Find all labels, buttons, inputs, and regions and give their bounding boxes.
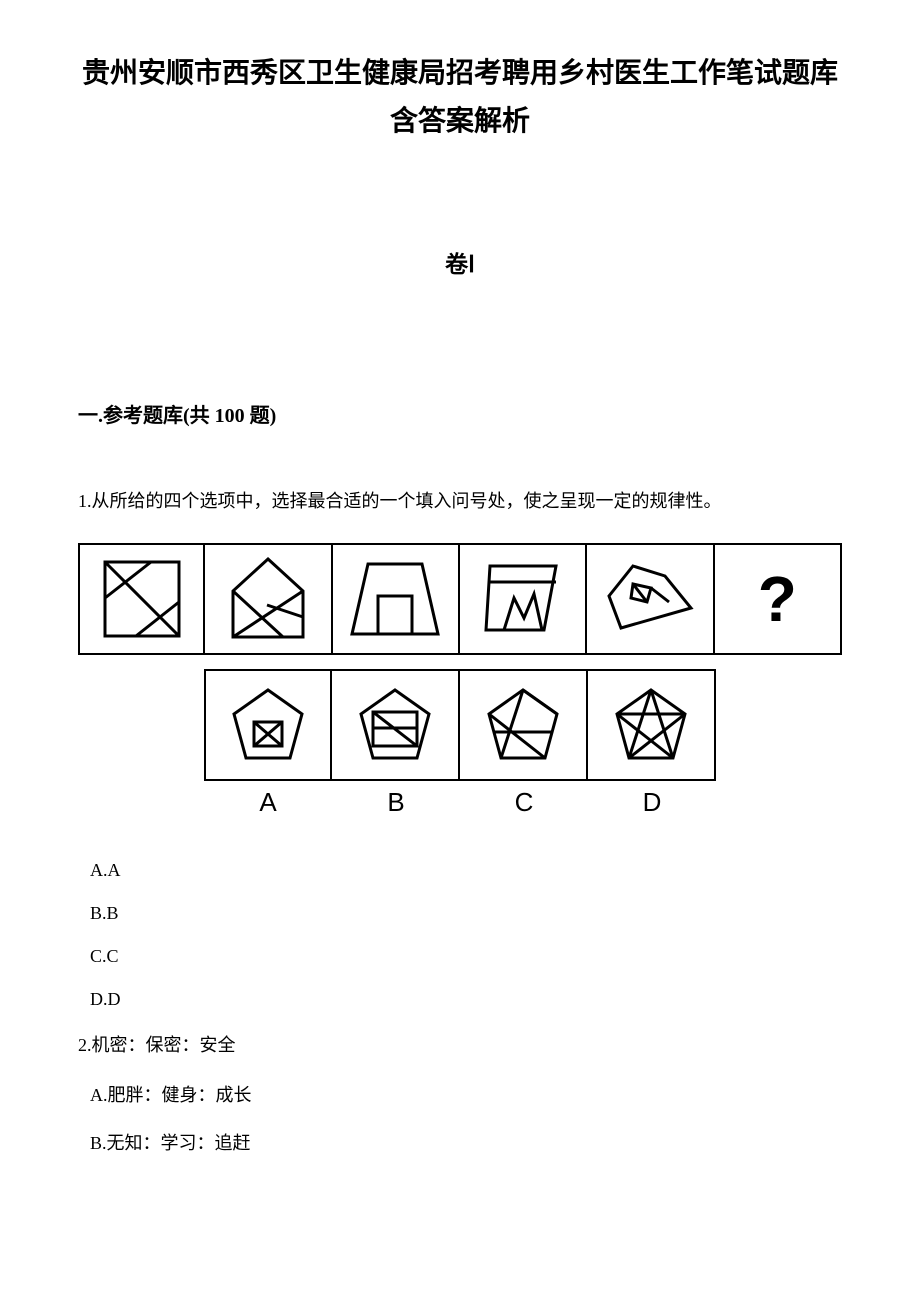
label-a: A (204, 787, 332, 818)
figure-1 (78, 543, 205, 655)
q2-option-b: B.无知：学习：追赶 (90, 1129, 842, 1155)
label-c: C (460, 787, 588, 818)
section-header: 一.参考题库(共 100 题) (78, 399, 842, 428)
figure-4 (460, 543, 587, 655)
volume-label: 卷Ⅰ (78, 245, 842, 279)
figure-5 (587, 543, 714, 655)
q1-option-a: A.A (90, 860, 842, 881)
figure-question: ? (715, 543, 842, 655)
figure-3 (333, 543, 460, 655)
option-figure-a (204, 669, 332, 781)
figure-2 (205, 543, 332, 655)
label-b: B (332, 787, 460, 818)
q1-option-d: D.D (90, 989, 842, 1010)
q1-option-b: B.B (90, 903, 842, 924)
question-mark-icon: ? (758, 562, 797, 636)
option-figure-b (332, 669, 460, 781)
option-figure-c (460, 669, 588, 781)
option-figure-d (588, 669, 716, 781)
q1-option-c: C.C (90, 946, 842, 967)
question-1-text: 1.从所给的四个选项中，选择最合适的一个填入问号处，使之呈现一定的规律性。 (78, 488, 842, 515)
page-title: 贵州安顺市西秀区卫生健康局招考聘用乡村医生工作笔试题库含答案解析 (78, 50, 842, 145)
label-d: D (588, 787, 716, 818)
option-labels-row: A B C D (78, 787, 842, 818)
figure-options-row (78, 669, 842, 781)
figure-sequence-row: ? (78, 543, 842, 655)
q2-option-a: A.肥胖：健身：成长 (90, 1081, 842, 1107)
question-2-text: 2.机密：保密：安全 (78, 1032, 842, 1059)
